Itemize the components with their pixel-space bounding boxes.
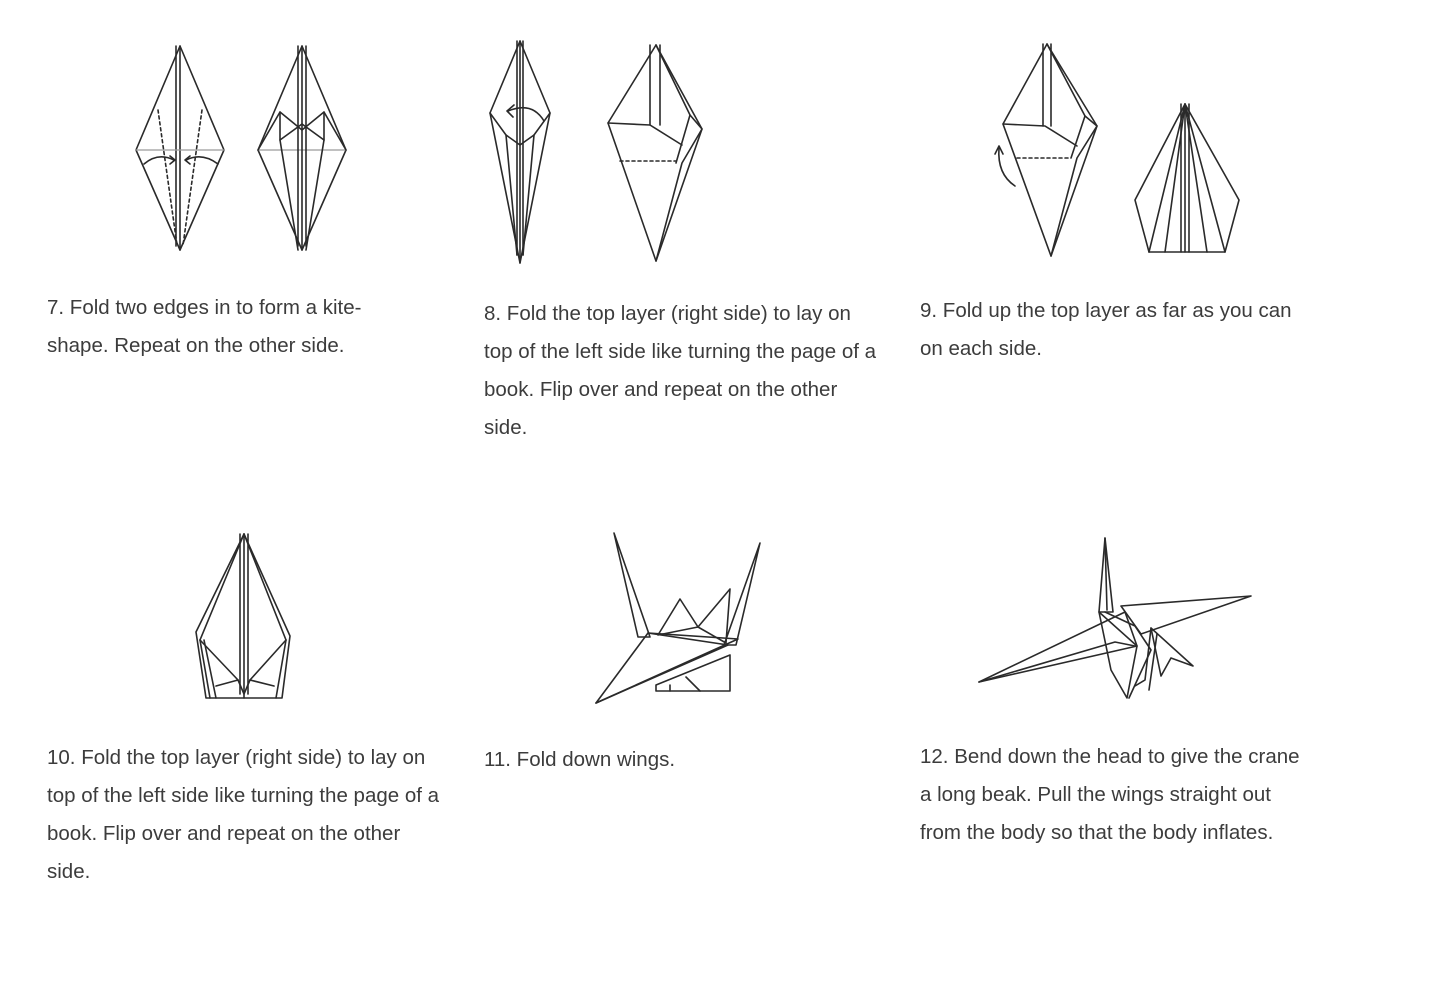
step-11-figure — [590, 525, 770, 710]
page-turn-fold-2-icon — [195, 533, 291, 699]
step-8-text: 8. Fold the top layer (right side) to la… — [484, 302, 877, 439]
step-7-text: 7. Fold two edges in to form a kite-shap… — [47, 296, 362, 357]
fold-wings-icon — [595, 532, 761, 704]
step-9-text: 9. Fold up the top layer as far as you c… — [920, 299, 1292, 360]
page-turn-fold-icon — [489, 40, 703, 264]
step-10-text: 10. Fold the top layer (right side) to l… — [47, 746, 440, 883]
step-12-figure — [975, 530, 1260, 705]
fold-up-layer-icon — [994, 43, 1240, 257]
step-11-text: 11. Fold down wings. — [484, 748, 676, 771]
step-12-text: 12. Bend down the head to give the crane… — [920, 745, 1300, 844]
step-10-figure — [190, 528, 300, 708]
step-9-figure — [985, 38, 1250, 263]
step-7-figure — [130, 40, 360, 260]
step-8-figure — [480, 35, 720, 270]
kite-fold-icon — [135, 45, 347, 251]
finished-crane-icon — [978, 537, 1252, 699]
